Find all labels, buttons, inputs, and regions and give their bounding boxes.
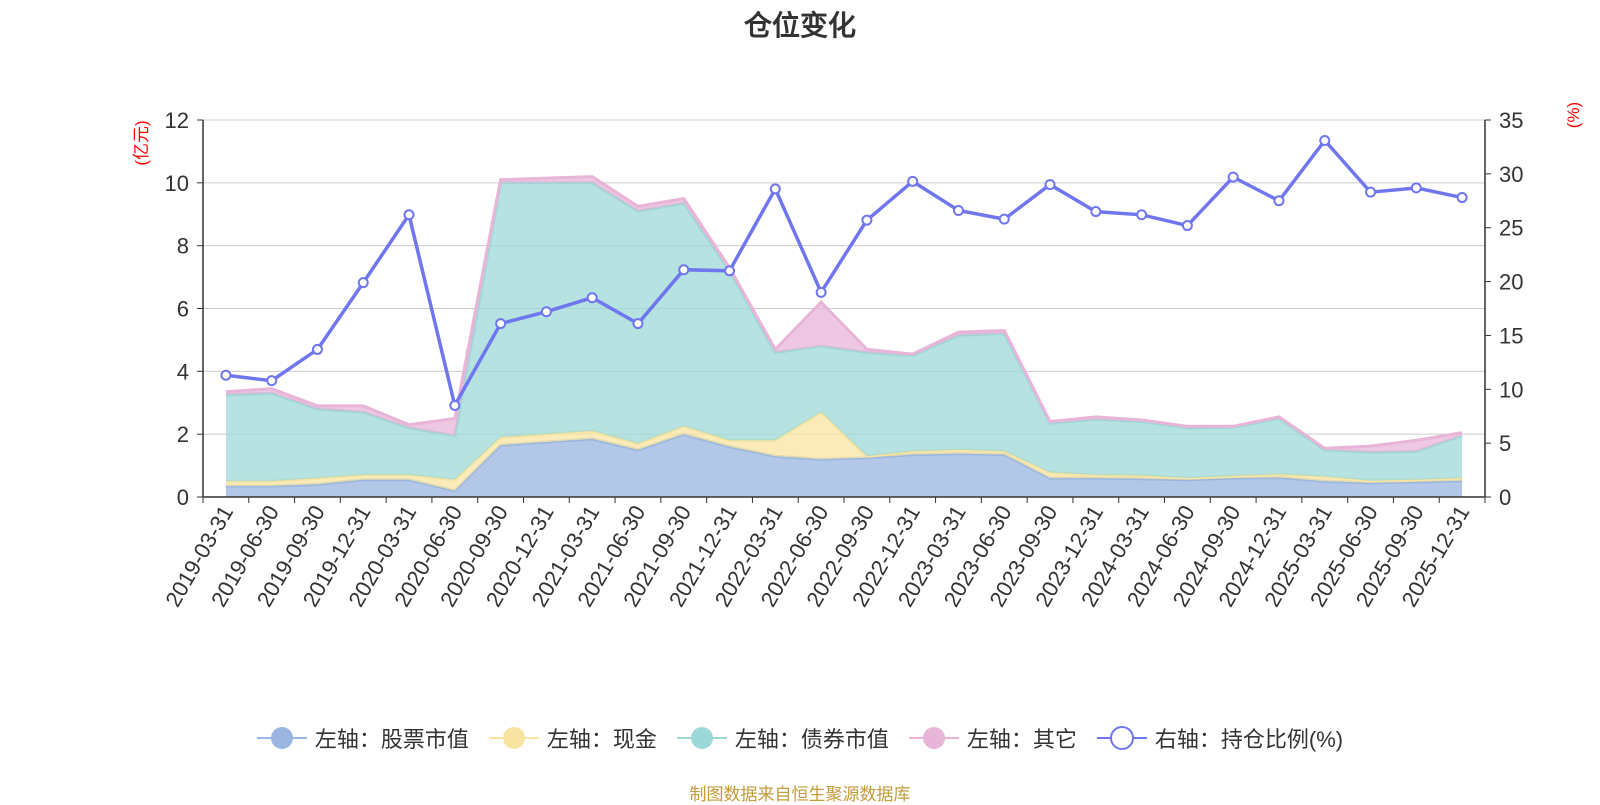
ratio-point	[1456, 192, 1468, 204]
chart-title: 仓位变化	[743, 10, 856, 41]
y-right-tick-label: 20	[1499, 270, 1523, 295]
legend: 左轴：股票市值 左轴：现金 左轴：债券市值 左轴：其它 右轴：持仓比例(%)	[0, 722, 1600, 754]
y-left-tick-label: 4	[177, 359, 189, 384]
y-right-tick-label: 30	[1499, 162, 1523, 187]
ratio-point	[998, 213, 1010, 225]
line-layer	[220, 134, 1468, 411]
legend-item[interactable]: 左轴：其它	[908, 722, 1077, 754]
ratio-point	[724, 265, 736, 277]
legend-area-swatch	[488, 727, 539, 749]
ratio-point	[815, 286, 827, 298]
ratio-point	[1136, 209, 1148, 221]
legend-item[interactable]: 左轴：股票市值	[256, 722, 469, 754]
legend-line-swatch	[1096, 726, 1147, 750]
ratio-point	[632, 318, 644, 330]
legend-label: 左轴：债券市值	[734, 727, 889, 752]
legend-item[interactable]: 右轴：持仓比例(%)	[1096, 722, 1344, 754]
ratio-point	[449, 399, 461, 411]
ratio-point	[1044, 179, 1056, 191]
ratio-point	[586, 292, 598, 304]
ratio-point	[1319, 134, 1331, 146]
y-right-tick-label: 0	[1499, 485, 1511, 510]
legend-area-swatch	[256, 727, 307, 749]
y-right-tick-label: 35	[1499, 108, 1523, 133]
ratio-point	[861, 214, 873, 226]
ratio-point	[220, 369, 232, 381]
area-layer	[225, 175, 1463, 497]
ratio-point	[311, 343, 323, 355]
y-left-tick-label: 6	[177, 297, 189, 322]
y-left-tick-label: 8	[177, 234, 189, 259]
ratio-point	[1273, 195, 1285, 207]
y-axis-left-label: (亿元)	[132, 120, 151, 165]
ratio-line	[225, 137, 1463, 411]
ratio-point	[1227, 171, 1239, 183]
ratio-point	[1090, 206, 1102, 218]
ratio-point	[907, 175, 919, 187]
ratio-point	[769, 183, 781, 195]
y-left-tick-label: 2	[177, 422, 189, 447]
ratio-point	[403, 209, 415, 221]
legend-label: 左轴：股票市值	[314, 727, 469, 752]
legend-label: 左轴：其它	[966, 727, 1077, 752]
ratio-point	[678, 264, 690, 276]
area-series-1	[225, 412, 1463, 491]
y-left-tick-label: 12	[165, 108, 189, 133]
ratio-point	[495, 318, 507, 330]
y-axis-right-label: (%)	[1564, 102, 1583, 128]
legend-label: 右轴：持仓比例(%)	[1154, 727, 1344, 752]
ratio-point	[1181, 220, 1193, 232]
ratio-point	[952, 204, 964, 216]
legend-area-swatch	[908, 727, 959, 749]
legend-label: 左轴：现金	[546, 727, 657, 752]
area-series-0	[225, 434, 1463, 497]
source-note: 制图数据来自恒生聚源数据库	[689, 785, 911, 804]
y-left-tick-label: 10	[165, 171, 189, 196]
legend-item[interactable]: 左轴：现金	[488, 722, 657, 754]
y-left-tick-label: 0	[177, 485, 189, 510]
ratio-point	[357, 277, 369, 289]
legend-area-swatch	[676, 727, 727, 749]
ratio-point	[266, 375, 278, 387]
ratio-point	[1365, 186, 1377, 198]
ratio-point	[540, 306, 552, 318]
ratio-point	[1410, 182, 1422, 194]
area-edge-series-3	[225, 175, 1463, 450]
y-right-tick-label: 15	[1499, 323, 1523, 348]
y-right-tick-label: 5	[1499, 431, 1511, 456]
legend-item[interactable]: 左轴：债券市值	[676, 722, 889, 754]
y-right-tick-label: 10	[1499, 377, 1523, 402]
y-right-tick-label: 25	[1499, 216, 1523, 241]
area-series-2	[225, 182, 1463, 482]
